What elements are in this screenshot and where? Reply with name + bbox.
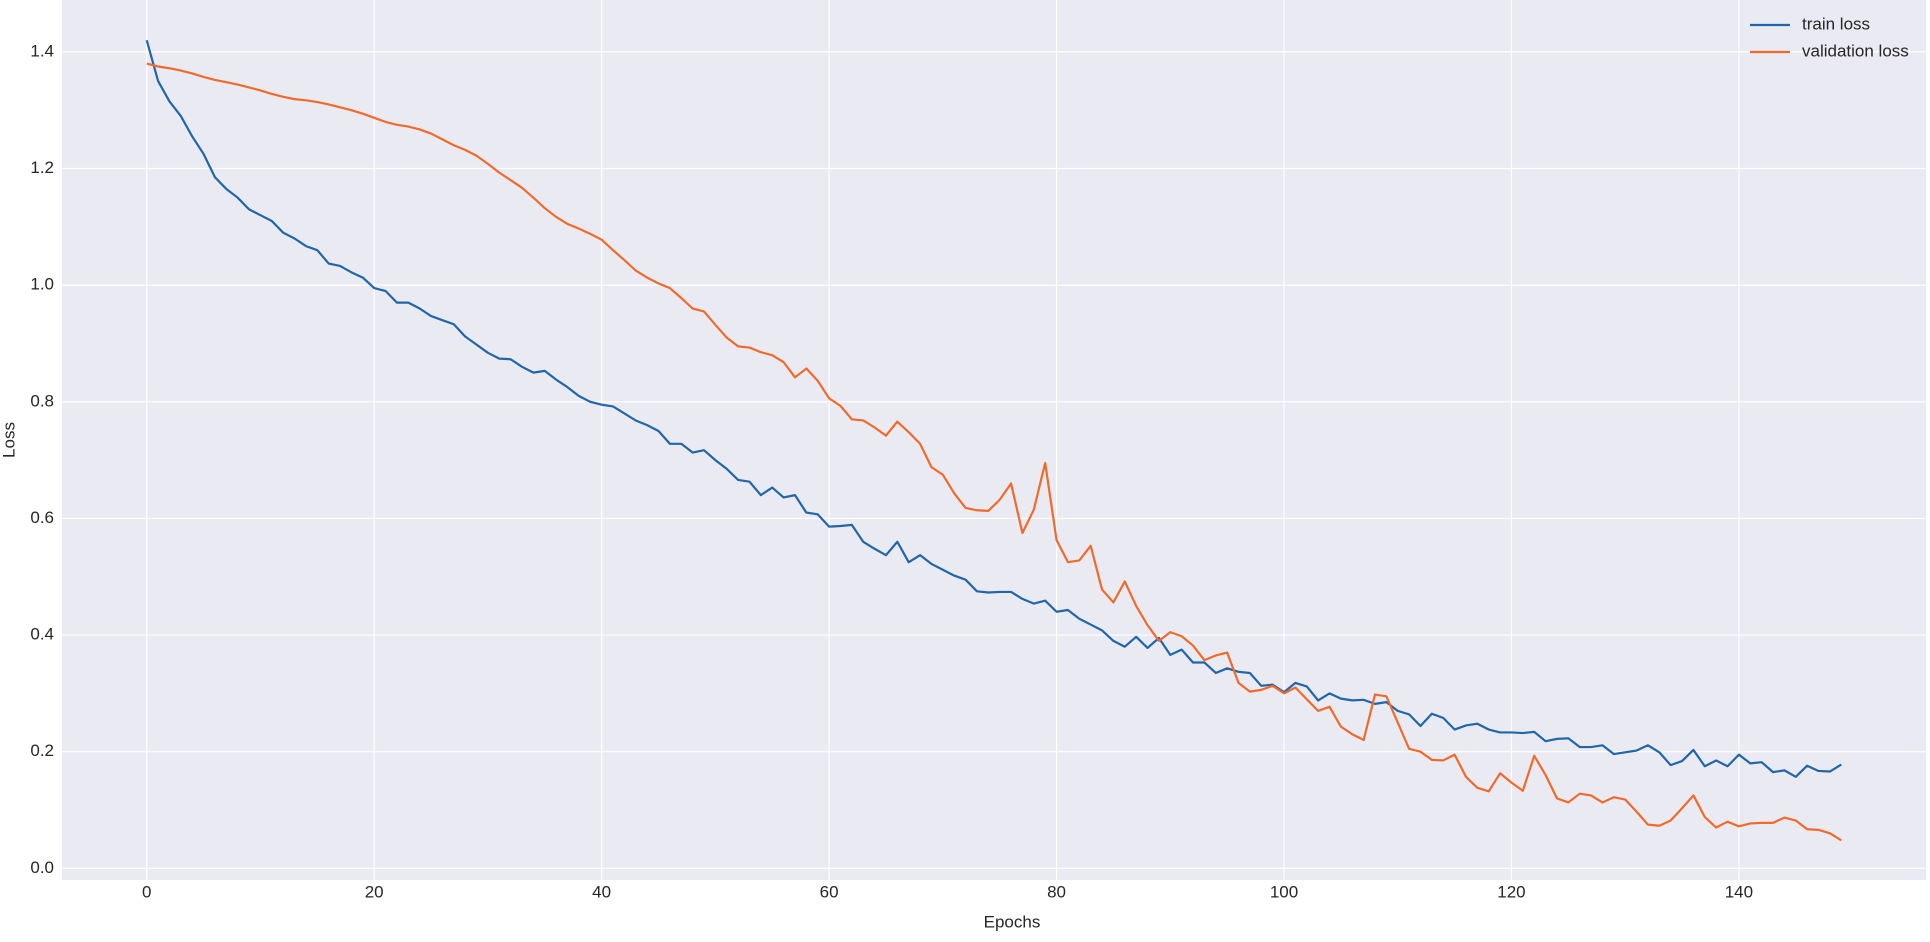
- legend-label: train loss: [1802, 14, 1870, 33]
- x-axis-label: Epochs: [984, 912, 1041, 931]
- y-tick-label: 0.8: [30, 391, 54, 410]
- x-tick-label: 40: [592, 882, 611, 901]
- x-tick-label: 120: [1497, 882, 1525, 901]
- y-tick-label: 0.0: [30, 858, 54, 877]
- x-tick-label: 100: [1270, 882, 1298, 901]
- legend-label: validation loss: [1802, 41, 1909, 60]
- y-tick-label: 1.0: [30, 275, 54, 294]
- x-tick-label: 60: [820, 882, 839, 901]
- x-tick-label: 20: [365, 882, 384, 901]
- series-line: [146, 62, 1842, 842]
- x-tick-label: 0: [142, 882, 151, 901]
- y-tick-label: 0.4: [30, 625, 54, 644]
- series-line: [145, 39, 1842, 778]
- x-tick-label: 80: [1047, 882, 1066, 901]
- plot-background: [62, 0, 1926, 880]
- y-axis-label: Loss: [0, 422, 18, 458]
- y-tick-label: 1.4: [30, 41, 54, 60]
- y-tick-label: 0.2: [30, 741, 54, 760]
- y-tick-label: 1.2: [30, 158, 54, 177]
- y-tick-label: 0.6: [30, 508, 54, 527]
- x-tick-label: 140: [1725, 882, 1753, 901]
